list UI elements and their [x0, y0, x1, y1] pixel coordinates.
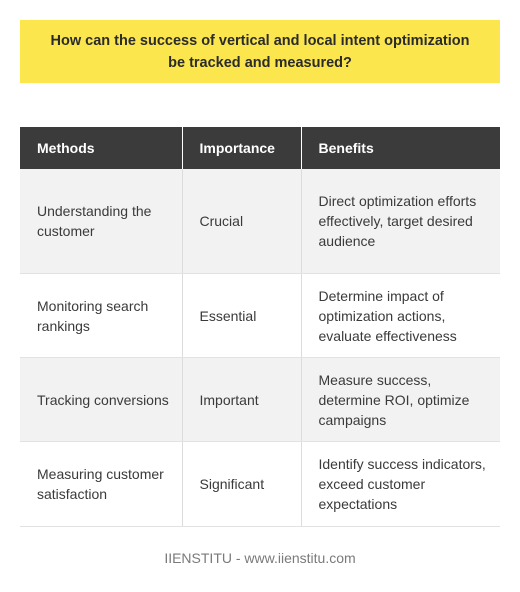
method-cell: Monitoring search rankings [20, 273, 183, 358]
table-row: Tracking conversions Important Measure s… [20, 357, 500, 442]
importance-cell: Essential [182, 273, 302, 358]
table-header: Methods Importance Benefits [20, 127, 500, 169]
importance-cell: Crucial [182, 169, 302, 274]
benefits-cell: Determine impact of optimization actions… [301, 273, 500, 358]
table-row: Understanding the customer Crucial Direc… [20, 169, 500, 274]
method-cell: Measuring customer satisfaction [20, 441, 183, 527]
footer-credit: IIENSTITU - www.iienstitu.com [164, 550, 356, 566]
header-benefits: Benefits [301, 127, 500, 169]
method-cell: Tracking conversions [20, 357, 183, 442]
benefits-cell: Identify success indicators, exceed cust… [301, 441, 500, 527]
benefits-cell: Direct optimization efforts effectively,… [301, 169, 500, 274]
importance-cell: Important [182, 357, 302, 442]
importance-cell: Significant [182, 441, 302, 527]
method-cell: Understanding the customer [20, 169, 183, 274]
header-row: Methods Importance Benefits [20, 127, 500, 169]
header-methods: Methods [20, 127, 183, 169]
methods-table: Methods Importance Benefits Understandin… [20, 127, 500, 527]
header-importance: Importance [182, 127, 302, 169]
benefits-cell: Measure success, determine ROI, optimize… [301, 357, 500, 442]
table-row: Monitoring search rankings Essential Det… [20, 273, 500, 358]
title-banner: How can the success of vertical and loca… [20, 20, 500, 83]
table-body: Understanding the customer Crucial Direc… [20, 169, 500, 527]
table-row: Measuring customer satisfaction Signific… [20, 441, 500, 527]
page-title: How can the success of vertical and loca… [50, 32, 470, 71]
